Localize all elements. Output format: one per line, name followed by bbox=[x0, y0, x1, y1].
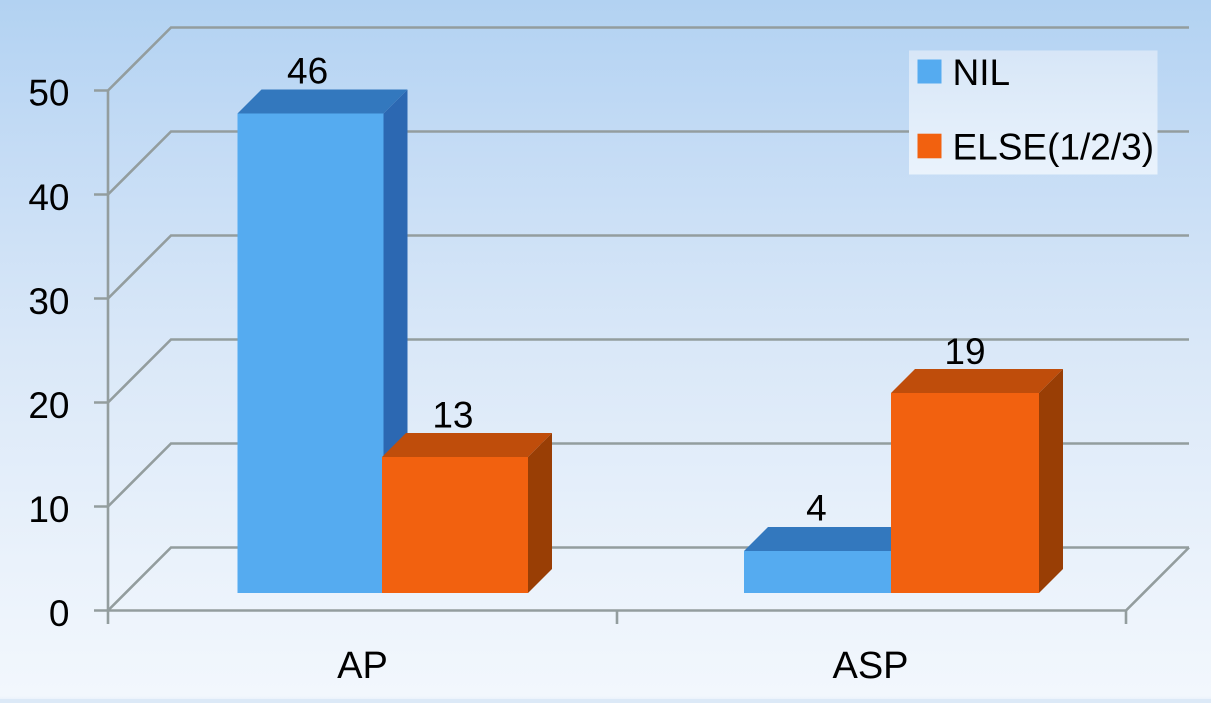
svg-text:10: 10 bbox=[28, 489, 69, 530]
svg-text:NIL: NIL bbox=[953, 52, 1011, 93]
svg-text:50: 50 bbox=[28, 73, 69, 114]
svg-text:40: 40 bbox=[28, 177, 69, 218]
svg-text:13: 13 bbox=[432, 395, 473, 436]
svg-text:20: 20 bbox=[28, 385, 69, 426]
svg-text:0: 0 bbox=[49, 593, 70, 634]
svg-text:19: 19 bbox=[944, 331, 985, 372]
svg-text:4: 4 bbox=[806, 488, 827, 529]
svg-text:ASP: ASP bbox=[832, 645, 908, 687]
svg-text:30: 30 bbox=[28, 281, 69, 322]
svg-text:ELSE(1/2/3): ELSE(1/2/3) bbox=[953, 127, 1155, 168]
svg-text:46: 46 bbox=[287, 51, 328, 92]
svg-text:AP: AP bbox=[337, 645, 388, 687]
